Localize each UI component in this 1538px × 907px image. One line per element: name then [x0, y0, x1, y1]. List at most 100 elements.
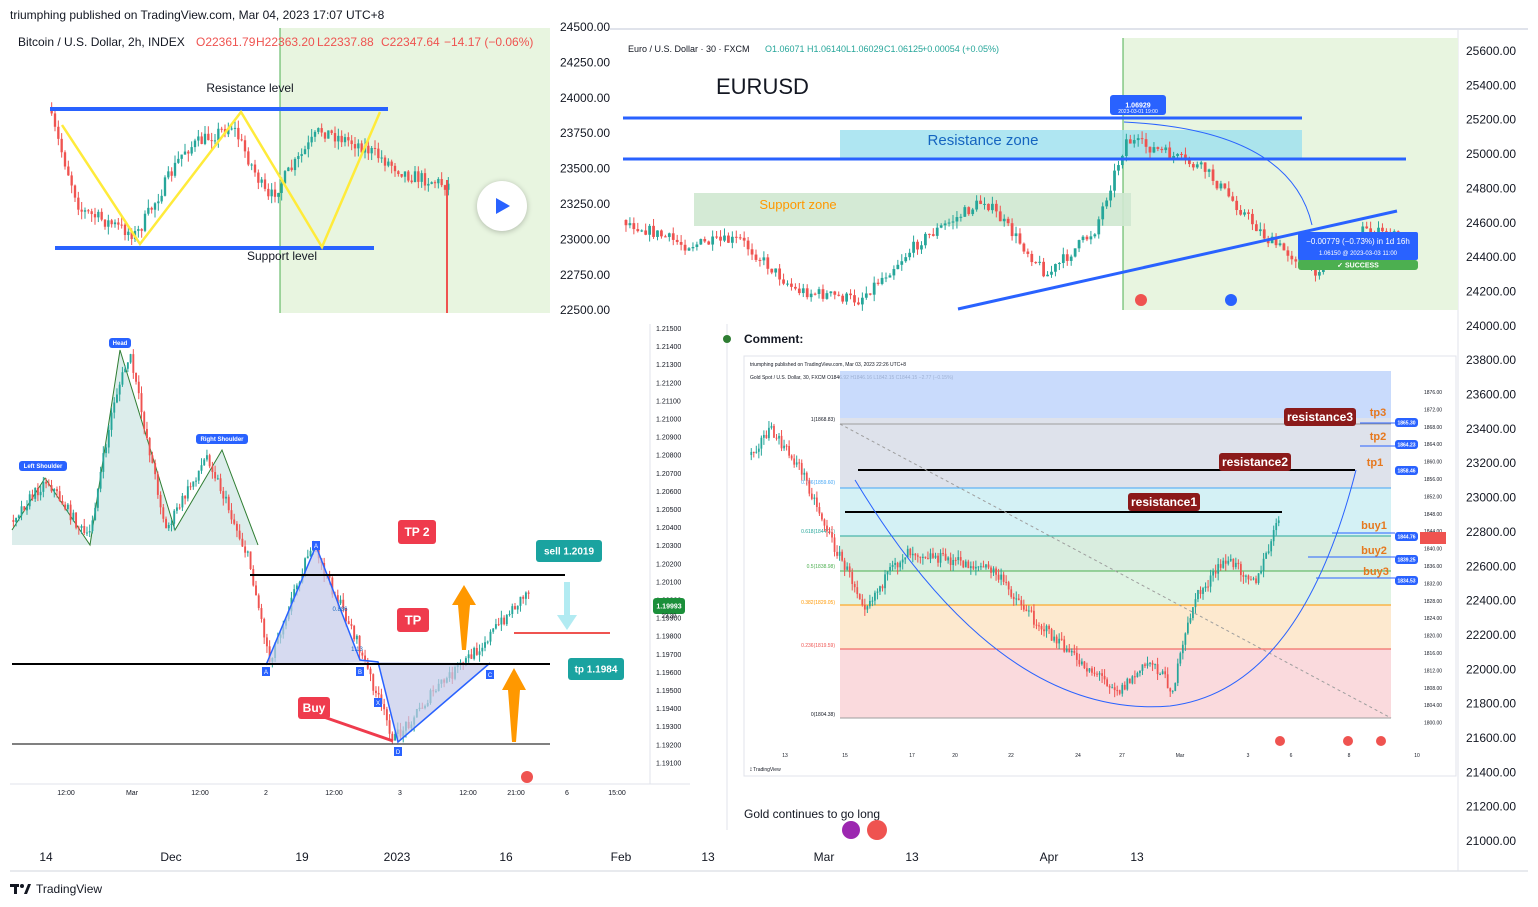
eur-candle — [1219, 183, 1223, 189]
main-x-tick-label: Mar — [814, 850, 835, 864]
gold-candle — [1176, 663, 1179, 684]
btc-candle — [437, 179, 440, 184]
eur-candle — [790, 283, 793, 287]
hs-candle — [358, 635, 361, 653]
eur-candle — [841, 295, 845, 302]
eur-candle — [727, 235, 730, 243]
eur-title: EURUSD — [716, 74, 809, 99]
gold-diag-line — [839, 423, 1392, 719]
eur-candle — [675, 239, 679, 243]
gold-candle — [775, 437, 778, 439]
gold-candle — [954, 559, 957, 561]
eur-candle — [758, 259, 762, 261]
eur-candle — [1251, 213, 1254, 225]
gold-candle — [783, 445, 785, 449]
hs-candle — [508, 613, 511, 616]
gold-candle — [1053, 636, 1056, 641]
eur-candle — [1124, 139, 1128, 156]
gold-y-tick-label: 1868.00 — [1424, 425, 1442, 431]
eur-candle — [1097, 219, 1101, 235]
eur-candle — [987, 203, 990, 211]
gold-candle — [974, 566, 977, 569]
hs-candle — [265, 637, 268, 647]
gold-candle — [826, 525, 828, 532]
eur-candle — [884, 277, 888, 279]
eur-candle — [943, 223, 947, 226]
eur-candle — [746, 240, 750, 250]
gold-candle — [962, 560, 965, 568]
hs-candle — [216, 478, 219, 480]
hs-y-tick-label: 1.20100 — [656, 579, 681, 586]
gold-candle — [1154, 664, 1156, 666]
main-y-tick-label: 24000.00 — [1466, 319, 1516, 333]
eur-candle — [967, 207, 971, 215]
gold-candle — [886, 571, 889, 575]
eur-candle — [1022, 243, 1026, 252]
eur-resistance-zone-label: Resistance zone — [928, 132, 1039, 149]
gold-candle — [881, 586, 884, 589]
play-button[interactable] — [477, 181, 527, 231]
main-x-tick-label: 19 — [295, 850, 309, 864]
btc-candle — [100, 211, 103, 220]
gold-candle — [959, 557, 962, 561]
gold-fib-band — [840, 418, 1391, 488]
gold-flag-icon-1 — [1275, 736, 1285, 746]
main-y-tick-label: 22800.00 — [1466, 525, 1516, 539]
hs-candle — [53, 489, 56, 492]
gold-resistance3-label-bg — [1284, 408, 1356, 426]
eur-candle — [860, 297, 864, 305]
hs-arrow-up-2 — [502, 668, 526, 742]
hs-candle — [91, 520, 94, 532]
eur-candle — [652, 225, 655, 237]
eur-candle — [935, 227, 939, 236]
gold-candle — [1219, 564, 1222, 568]
btc-candle — [370, 147, 373, 154]
main-x-tick-label: 14 — [39, 850, 53, 864]
eur-candle — [979, 200, 982, 204]
eur-candle — [707, 241, 711, 245]
hs-candle — [118, 384, 121, 395]
gold-candle — [1080, 661, 1083, 665]
gold-candle — [821, 513, 823, 520]
hs-candle — [244, 546, 247, 553]
btc-candle — [70, 175, 73, 186]
gold-candle — [798, 462, 801, 464]
eur-candle — [837, 294, 841, 296]
eur-candle — [1140, 138, 1144, 140]
gold-price-tag: 1839.25 — [1397, 557, 1415, 563]
gold-candle — [1020, 600, 1023, 606]
btc-candle — [337, 135, 340, 142]
tradingview-brand[interactable]: TradingView — [10, 882, 102, 896]
btc-y-tick-label: 22750.00 — [560, 268, 610, 282]
hs-ratio-2: 1.13 — [351, 647, 363, 653]
eur-candle — [1180, 153, 1183, 155]
eur-candle — [1247, 212, 1250, 214]
hs-candle — [385, 709, 388, 721]
hs-point-marker-bg — [356, 667, 364, 676]
eur-candle — [971, 209, 975, 215]
hs-y-tick-label: 1.20400 — [656, 525, 681, 532]
hs-candle — [524, 592, 527, 599]
eur-candle — [1227, 188, 1231, 197]
gold-projection-arc — [854, 469, 1357, 708]
gold-candle — [1103, 675, 1106, 680]
gold-candle — [947, 557, 950, 561]
play-icon — [496, 198, 510, 214]
gold-price-tag-bg — [1395, 532, 1418, 541]
main-y-tick-label: 22400.00 — [1466, 594, 1516, 608]
gold-candle — [1257, 573, 1260, 584]
gold-candle — [1030, 610, 1033, 612]
gold-candle — [760, 437, 763, 449]
gold-candle — [866, 606, 869, 610]
gold-candle — [861, 599, 864, 606]
btc-candle — [53, 113, 57, 127]
eur-candle — [904, 257, 908, 262]
hs-candle — [86, 532, 88, 534]
gold-candle — [790, 455, 793, 459]
eur-candle — [703, 239, 707, 242]
gold-candle — [1131, 676, 1134, 684]
btc-candle — [77, 197, 80, 210]
btc-y-tick-label: 23500.00 — [560, 162, 610, 176]
hs-candle — [99, 471, 102, 489]
